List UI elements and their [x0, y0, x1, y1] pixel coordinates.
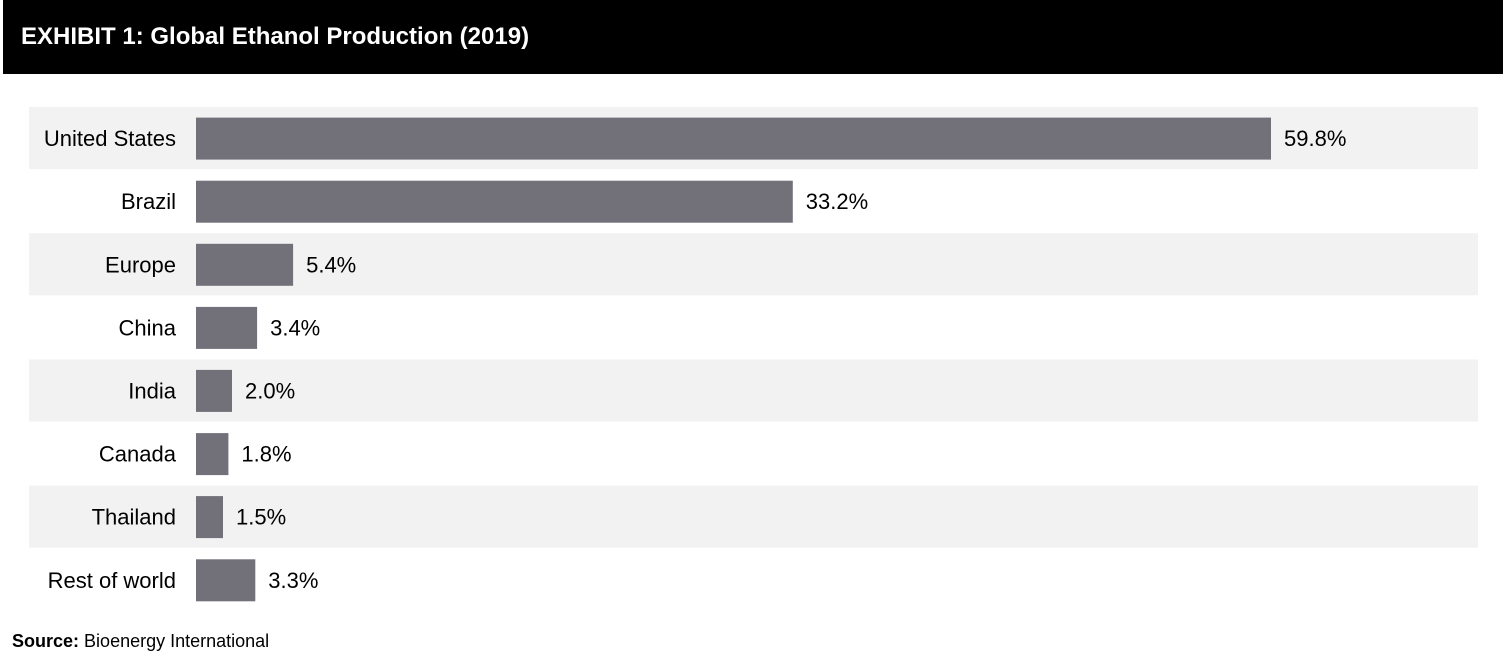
value-label-united-states: 59.8%: [1284, 126, 1346, 151]
category-label-canada: Canada: [99, 442, 177, 467]
category-label-europe: Europe: [105, 252, 176, 277]
source-note: Source: Bioenergy International: [12, 630, 269, 652]
category-label-thailand: Thailand: [92, 505, 176, 530]
category-label-united-states: United States: [44, 126, 176, 151]
value-label-europe: 5.4%: [306, 252, 356, 277]
row-band-india: [29, 359, 1478, 422]
category-label-china: China: [119, 315, 177, 340]
row-band-thailand: [29, 485, 1478, 548]
exhibit-header: EXHIBIT 1: Global Ethanol Production (20…: [3, 0, 1503, 74]
source-label: Source:: [12, 631, 80, 651]
bar-brazil: [196, 180, 793, 223]
bar-china: [196, 306, 258, 349]
category-label-brazil: Brazil: [121, 189, 176, 214]
chart-title: EXHIBIT 1: Global Ethanol Production (20…: [21, 23, 530, 50]
value-label-india: 2.0%: [245, 378, 295, 403]
category-label-india: India: [128, 378, 176, 403]
value-label-china: 3.4%: [270, 315, 320, 340]
value-label-brazil: 33.2%: [806, 189, 868, 214]
bar-europe: [196, 243, 294, 286]
value-label-rest-of-world: 3.3%: [268, 568, 318, 593]
bar-thailand: [196, 496, 223, 539]
bar-india: [196, 369, 232, 412]
bar-united-states: [196, 117, 1271, 160]
source-text: Bioenergy International: [84, 631, 270, 651]
bar-canada: [196, 433, 229, 476]
bar-rest-of-world: [196, 559, 256, 602]
category-label-rest-of-world: Rest of world: [48, 568, 176, 593]
value-label-canada: 1.8%: [241, 442, 291, 467]
value-label-thailand: 1.5%: [236, 505, 286, 530]
